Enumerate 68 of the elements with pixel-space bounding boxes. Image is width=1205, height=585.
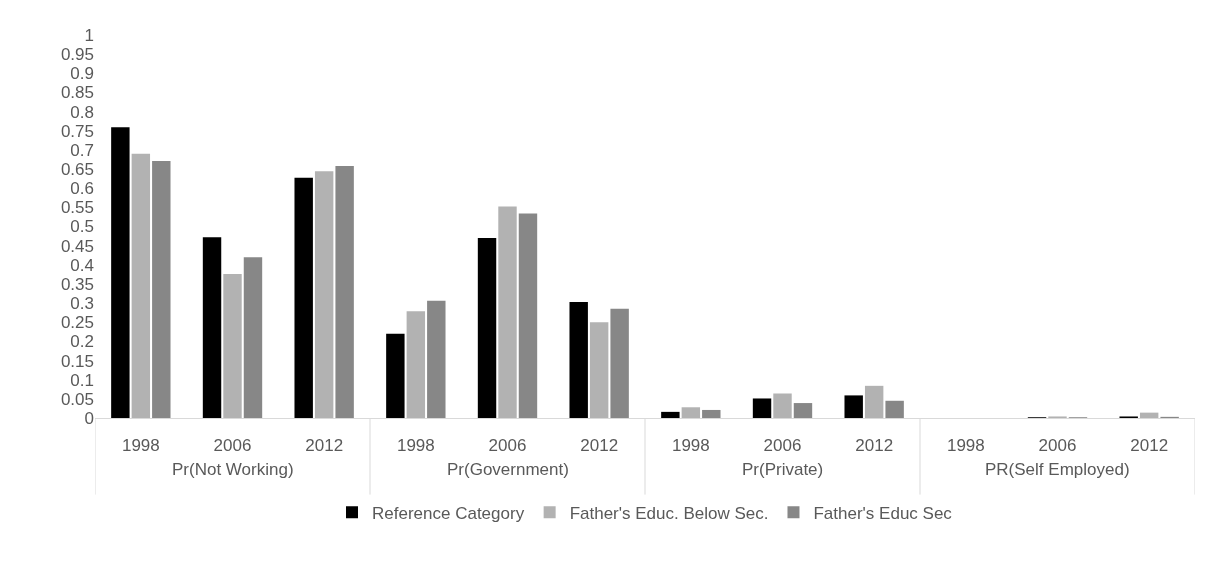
y-tick-label: 0.25 [60, 313, 94, 333]
y-tick-label: 0.4 [70, 255, 94, 275]
x-tick-label: 2012 [855, 436, 894, 456]
bar [202, 237, 222, 418]
legend-label: Reference Category [372, 503, 525, 523]
bar [610, 308, 629, 418]
y-tick-label: 0.85 [60, 83, 94, 103]
x-tick-label: 1998 [121, 436, 160, 456]
bar [518, 213, 538, 418]
x-tick-label: 2006 [763, 436, 802, 456]
bar [406, 311, 426, 418]
bar [589, 322, 609, 418]
legend-label: Father's Educ. Below Sec. [569, 503, 769, 523]
bar [885, 400, 904, 418]
x-tick-label: 1998 [671, 436, 710, 456]
bar [243, 257, 263, 418]
x-tick-label: 1998 [946, 436, 985, 456]
text: Pr(Not Working) [172, 460, 294, 479]
y-tick-label: 0.15 [60, 351, 94, 371]
y-tick-label: 0.55 [60, 198, 94, 218]
y-tick-label: 0.8 [70, 102, 94, 122]
bar [427, 300, 446, 418]
y-tick-label: 0.6 [70, 179, 94, 199]
y-tick-label: 0.5 [70, 217, 94, 237]
bar [569, 301, 588, 418]
bar [681, 407, 701, 418]
text: PR(Self Employed) [985, 460, 1130, 479]
x-tick-label: 2006 [213, 436, 252, 456]
y-tick-label: 0.75 [60, 121, 94, 141]
bar [1139, 412, 1159, 418]
y-tick-label: 0.05 [60, 389, 94, 409]
bar [223, 273, 242, 418]
bar [131, 153, 151, 418]
y-tick-label: 0.9 [70, 64, 94, 84]
text: Pr(Private) [742, 460, 824, 479]
y-tick-label: 1 [84, 25, 94, 45]
x-tick-label: 2012 [1130, 436, 1169, 456]
bar [386, 333, 405, 418]
bar [314, 171, 334, 418]
y-tick-label: 0 [84, 408, 94, 428]
bar [773, 393, 792, 418]
bar [111, 127, 130, 418]
bar [294, 177, 313, 418]
y-tick-label: 0.45 [60, 236, 94, 256]
bar [793, 403, 813, 418]
bar [864, 385, 884, 418]
x-tick-label: 1998 [396, 436, 435, 456]
bar [661, 411, 680, 418]
x-tick-label: 2006 [488, 436, 527, 456]
y-tick-label: 0.95 [60, 45, 94, 65]
y-tick-label: 0.7 [70, 140, 94, 160]
bar [752, 398, 772, 418]
y-tick-label: 0.2 [70, 332, 94, 352]
x-tick-label: 2012 [580, 436, 619, 456]
legend-label: Father's Educ Sec [813, 503, 953, 523]
x-tick-label: 2006 [1038, 436, 1077, 456]
x-tick-label: 2012 [305, 436, 344, 456]
y-tick-label: 0.1 [70, 370, 94, 390]
y-tick-label: 0.65 [60, 160, 94, 179]
bar [702, 409, 721, 418]
bar [477, 237, 497, 418]
y-tick-label: 0.35 [60, 274, 94, 294]
text: Pr(Government) [447, 460, 569, 479]
bar [498, 206, 517, 418]
y-tick-label: 0.3 [70, 294, 94, 314]
bar [335, 165, 354, 418]
bar [152, 161, 171, 418]
bar [844, 395, 863, 418]
